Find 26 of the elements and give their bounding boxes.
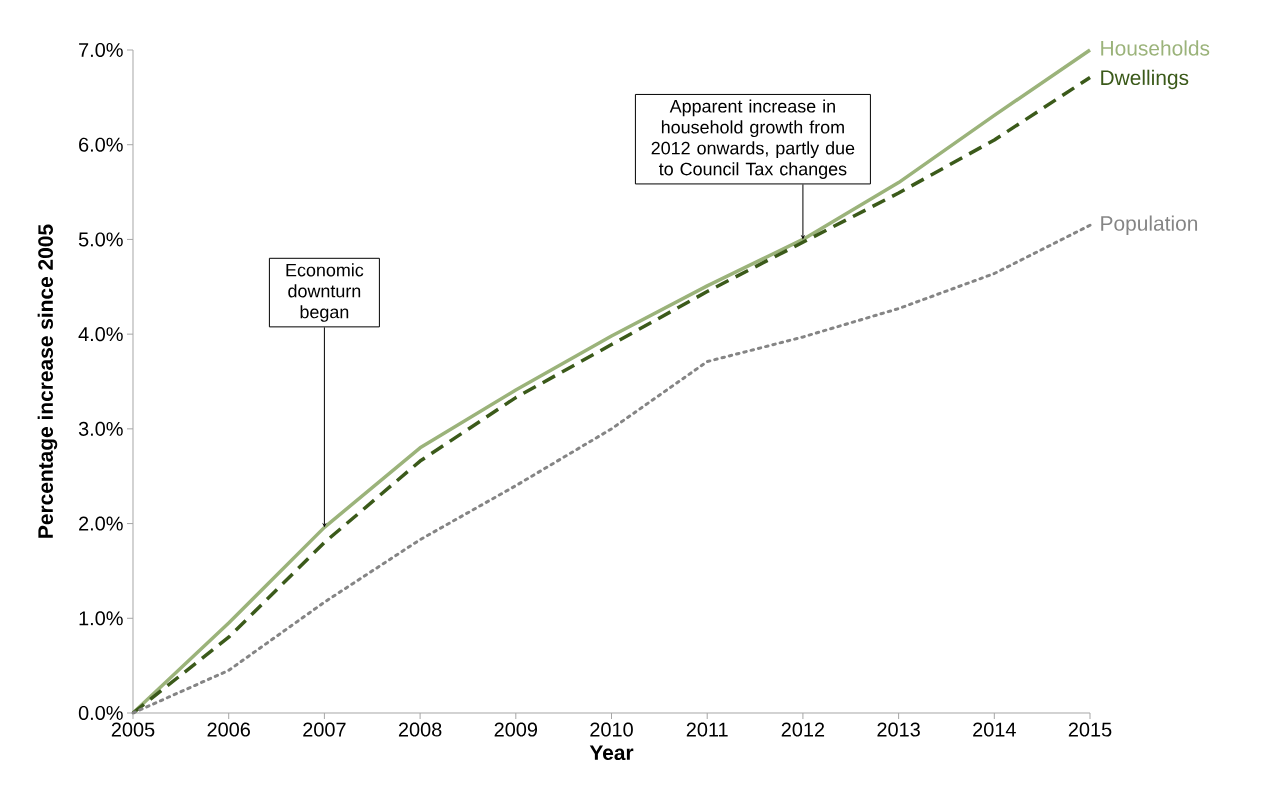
annotation: Economic downturn began	[286, 263, 364, 322]
x-tick-label: 2005	[111, 722, 155, 737]
y-tick-label: 6.0%	[79, 137, 123, 152]
x-tick-label: 2014	[973, 722, 1016, 737]
y-axis-title: Percentage increase since 2005	[37, 224, 58, 538]
series-label: Population	[1101, 215, 1198, 235]
x-tick-label: 2008	[398, 722, 442, 737]
y-tick-label: 7.0%	[79, 42, 123, 58]
x-tick-label: 2015	[1068, 722, 1112, 737]
y-tick-label: 2.0%	[79, 516, 123, 531]
x-tick-label: 2010	[590, 722, 633, 737]
y-tick-label: 3.0%	[78, 421, 123, 436]
series-label: Dwellings	[1101, 69, 1189, 90]
y-tick-label: 0.0%	[78, 705, 123, 721]
y-tick-label: 5.0%	[78, 232, 123, 247]
annotation: Apparent increase in household growth from 2012 onwards, partly due to Council Tax changes	[651, 99, 855, 179]
x-tick-label: 2006	[207, 722, 250, 737]
series-label: Households	[1101, 40, 1210, 56]
x-tick-label: 2007	[303, 722, 346, 737]
y-tick-label: 1.0%	[79, 611, 123, 626]
x-tick-label: 2009	[494, 722, 538, 737]
x-tick-label: 2012	[781, 722, 825, 737]
x-tick-label: 2013	[877, 722, 920, 737]
x-axis-title: Year	[589, 745, 634, 761]
y-tick-label: 4.0%	[78, 327, 123, 342]
x-tick-label: 2011	[686, 722, 728, 737]
